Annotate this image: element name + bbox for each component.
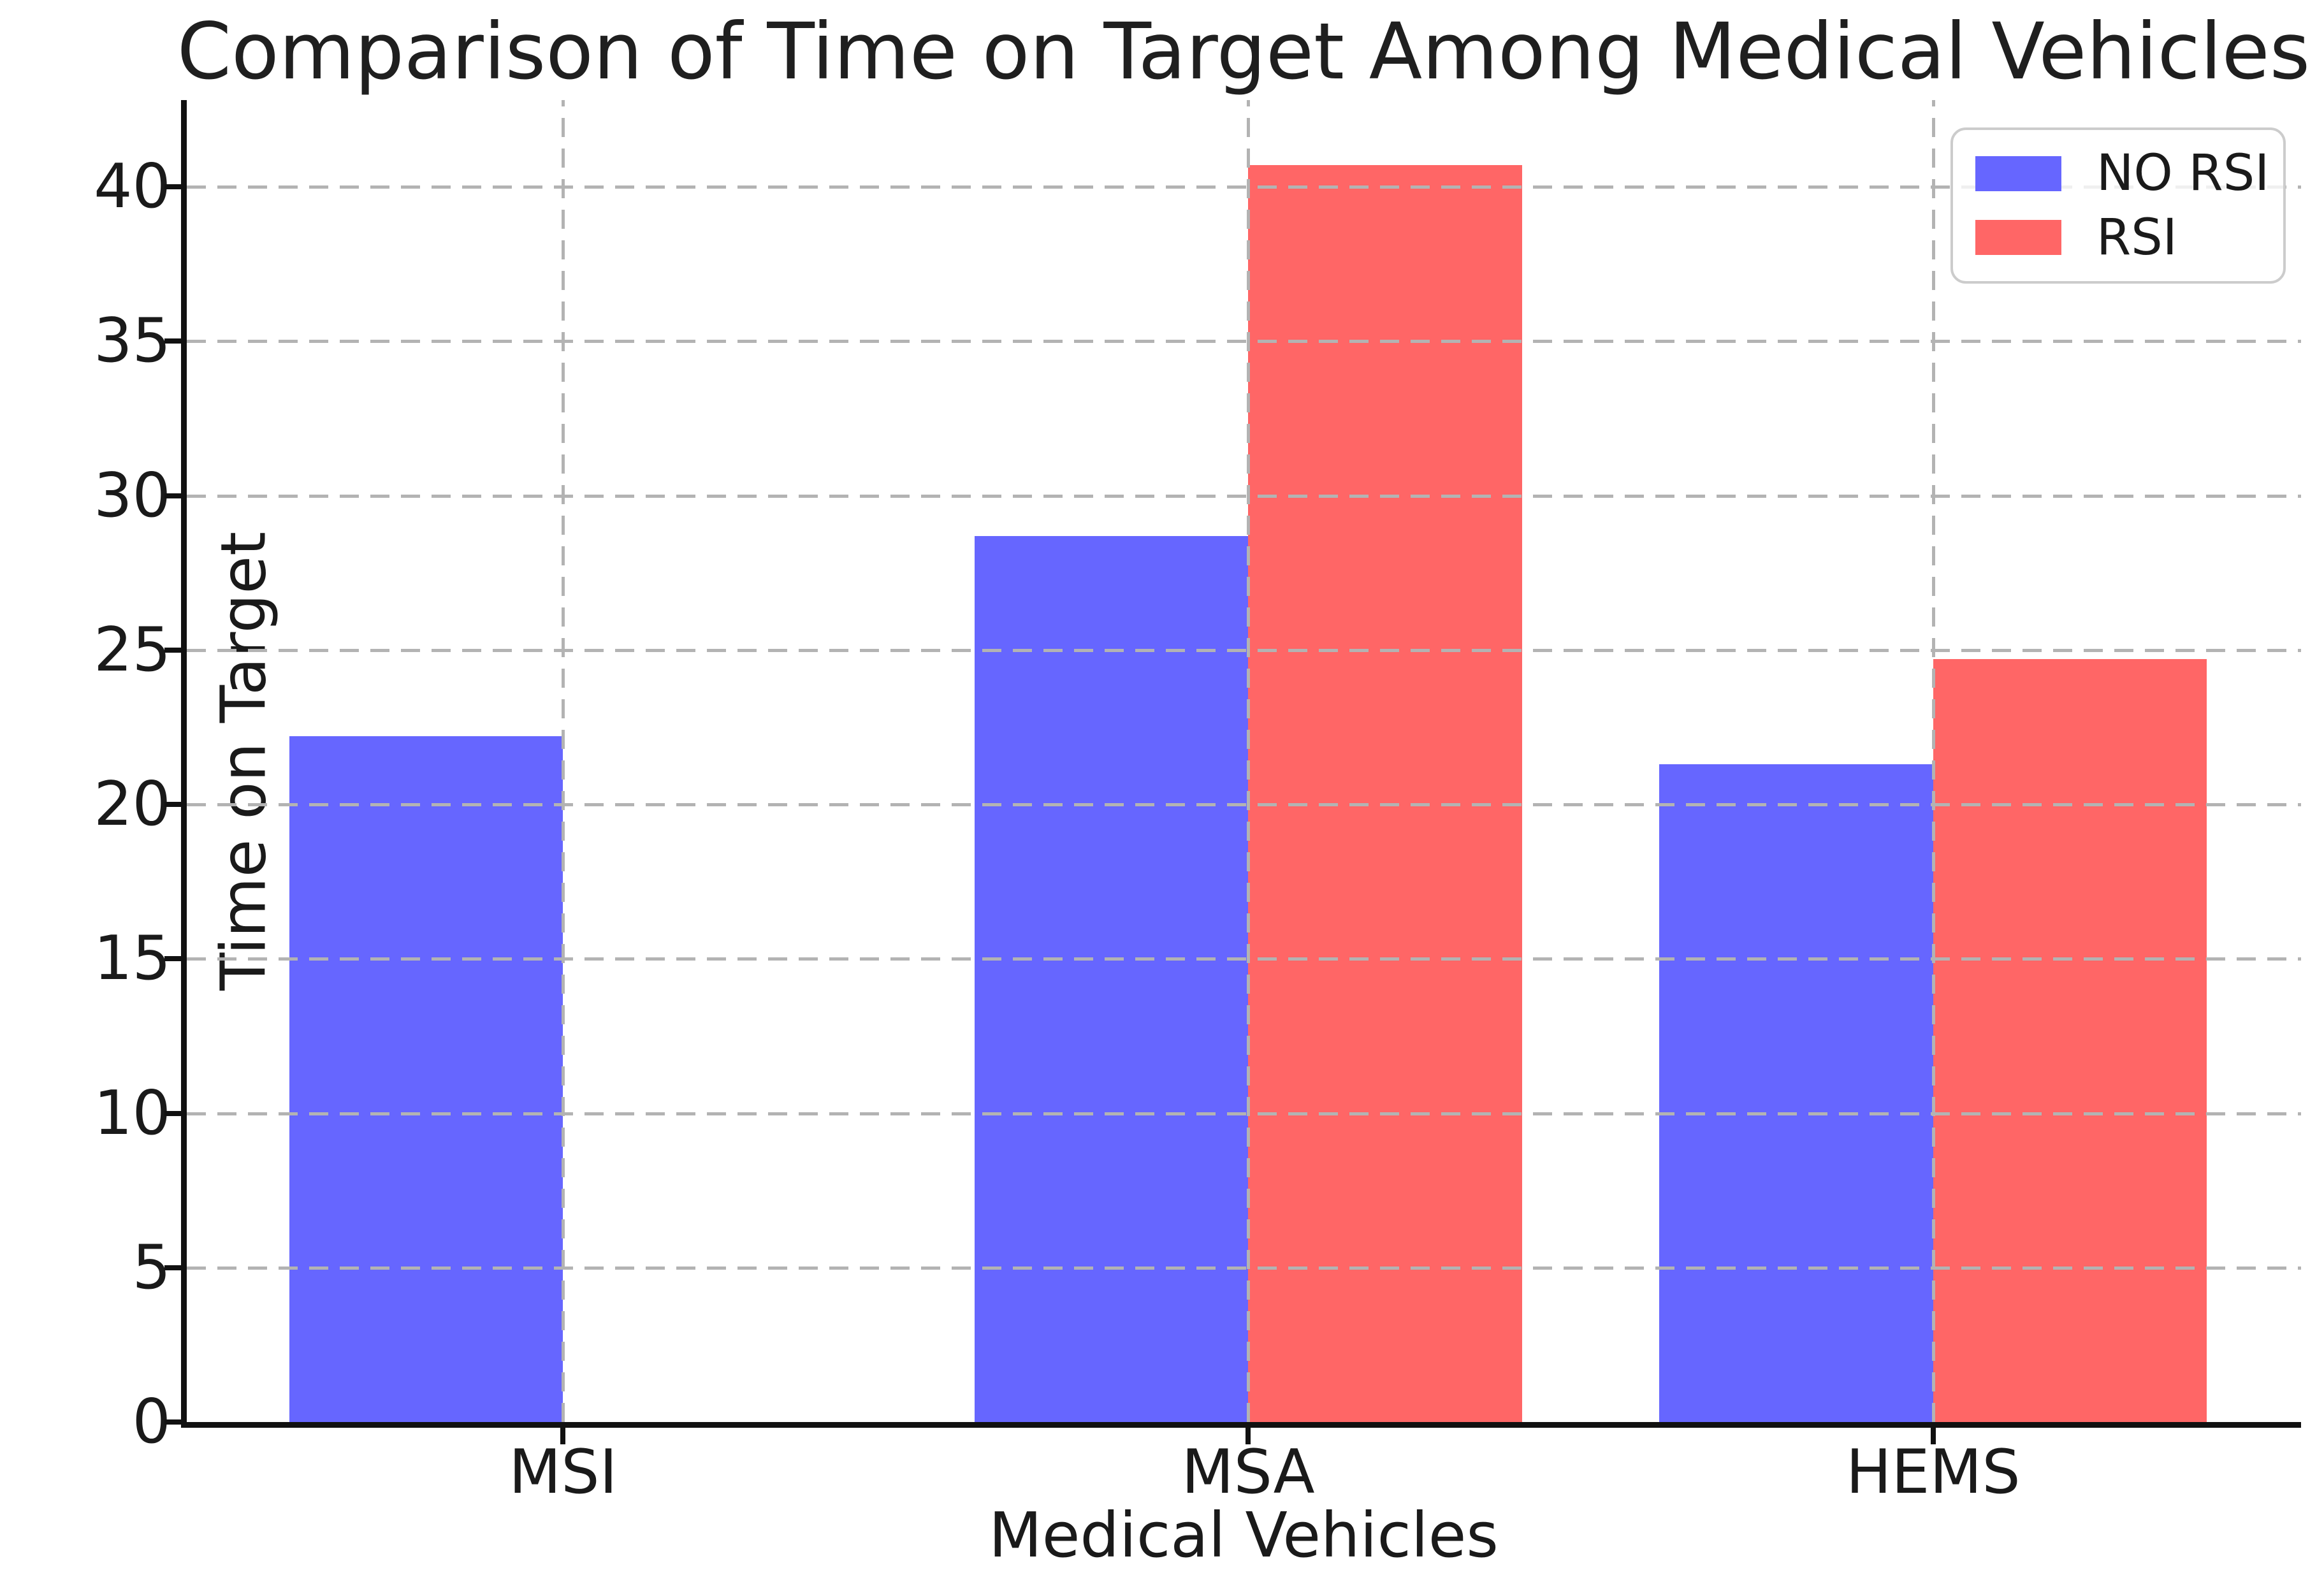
x-axis-spine	[181, 1422, 2301, 1428]
y-tick-0	[164, 1419, 181, 1425]
legend-label-rsi: RSI	[2096, 208, 2177, 266]
y-tick-15	[164, 956, 181, 962]
bar-hems-no-rsi	[1659, 764, 1933, 1422]
gridline-y-30	[187, 494, 2301, 498]
y-axis-spine	[181, 100, 187, 1428]
y-tick-5	[164, 1265, 181, 1270]
y-tick-label-25: 25	[94, 614, 171, 685]
bar-msa-no-rsi	[974, 535, 1249, 1422]
legend-row-rsi: RSI	[1975, 209, 2261, 266]
legend-label-no-rsi: NO RSI	[2096, 145, 2270, 203]
x-tick-label-hems: HEMS	[1845, 1437, 2021, 1507]
gridline-y-15	[187, 957, 2301, 961]
plot-area	[181, 100, 2301, 1428]
gridline-y-10	[187, 1112, 2301, 1115]
legend-patch-no-rsi	[1975, 156, 2061, 191]
y-tick-35	[164, 338, 181, 344]
gridline-x-hems	[1931, 100, 1935, 1422]
y-tick-label-5: 5	[132, 1232, 171, 1303]
bar-msa-rsi	[1248, 165, 1522, 1422]
y-tick-label-20: 20	[94, 769, 171, 839]
chart-title: Comparison of Time on Target Among Medic…	[177, 6, 2311, 97]
x-tick-label-msi: MSI	[509, 1437, 618, 1507]
x-tick-hems	[1930, 1428, 1936, 1444]
y-tick-10	[164, 1110, 181, 1116]
x-axis-label: Medical Vehicles	[989, 1499, 1499, 1571]
y-tick-30	[164, 493, 181, 498]
legend-patch-rsi	[1975, 220, 2061, 256]
x-tick-msa	[1246, 1428, 1251, 1444]
y-tick-label-35: 35	[94, 306, 171, 377]
x-tick-msi	[560, 1428, 566, 1444]
y-tick-label-0: 0	[132, 1387, 171, 1457]
y-tick-label-10: 10	[94, 1078, 171, 1149]
x-tick-label-msa: MSA	[1181, 1437, 1315, 1507]
y-tick-label-40: 40	[94, 152, 171, 222]
y-axis-label: Time on Target	[207, 532, 280, 991]
gridline-y-5	[187, 1266, 2301, 1270]
bar-hems-rsi	[1933, 659, 2207, 1422]
bar-msi-no-rsi	[289, 736, 563, 1422]
gridline-x-msa	[1247, 100, 1251, 1422]
y-tick-label-15: 15	[94, 924, 171, 994]
y-tick-label-30: 30	[94, 460, 171, 531]
y-tick-25	[164, 647, 181, 653]
legend-row-no-rsi: NO RSI	[1975, 145, 2269, 202]
y-tick-20	[164, 802, 181, 807]
legend: NO RSI RSI	[1950, 127, 2286, 284]
gridline-y-20	[187, 803, 2301, 806]
gridline-y-25	[187, 648, 2301, 652]
gridline-y-40	[187, 185, 2301, 189]
gridline-y-35	[187, 340, 2301, 344]
y-tick-40	[164, 184, 181, 189]
gridline-x-msi	[562, 100, 565, 1422]
